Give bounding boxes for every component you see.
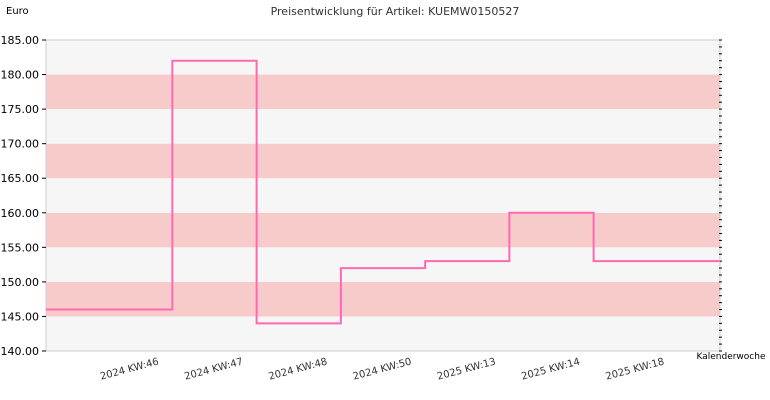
- y-tick-label: 175.00: [1, 103, 40, 116]
- plot-frame: [45, 39, 721, 352]
- background-bands: [46, 40, 720, 351]
- grid-band: [46, 143, 720, 179]
- x-axis-label: Kalenderwoche: [696, 352, 765, 362]
- y-axis: 140.00 145.00 150.00 155.00 160.00 165.00 170.…: [1, 34, 46, 358]
- x-tick-label: 2025 KW:13: [436, 356, 497, 382]
- x-axis: 2024 KW:46 2024 KW:47 2024 KW:48 2024 KW:50…: [99, 356, 666, 382]
- y-tick-label: 140.00: [1, 345, 40, 358]
- x-tick-label: 2025 KW:18: [605, 356, 666, 382]
- grid-band: [46, 212, 720, 248]
- y-tick-label: 145.00: [1, 310, 40, 323]
- y-axis-unit: Euro: [6, 6, 29, 17]
- x-tick-label: 2024 KW:46: [99, 356, 160, 382]
- y-tick-label: 155.00: [1, 241, 40, 254]
- chart-title: Preisentwicklung für Artikel: KUEMW01505…: [271, 5, 520, 18]
- x-tick-label: 2024 KW:48: [268, 356, 329, 382]
- y-tick-label: 185.00: [1, 34, 40, 47]
- grid-band: [46, 74, 720, 110]
- y-tick-label: 160.00: [1, 207, 40, 220]
- grid-band: [46, 316, 720, 351]
- y-tick-label: 170.00: [1, 138, 40, 151]
- grid-band: [46, 247, 720, 282]
- grid-band: [46, 281, 720, 317]
- x-tick-label: 2025 KW:14: [520, 356, 581, 382]
- x-tick-label: 2024 KW:50: [352, 356, 413, 382]
- y-tick-label: 165.00: [1, 172, 40, 185]
- price-step-line: [46, 59, 720, 325]
- y-tick-label: 180.00: [1, 69, 40, 82]
- grid-band: [46, 109, 720, 144]
- grid-band: [46, 178, 720, 213]
- grid-band: [46, 40, 720, 75]
- y-tick-label: 150.00: [1, 276, 40, 289]
- x-tick-label: 2024 KW:47: [183, 356, 244, 382]
